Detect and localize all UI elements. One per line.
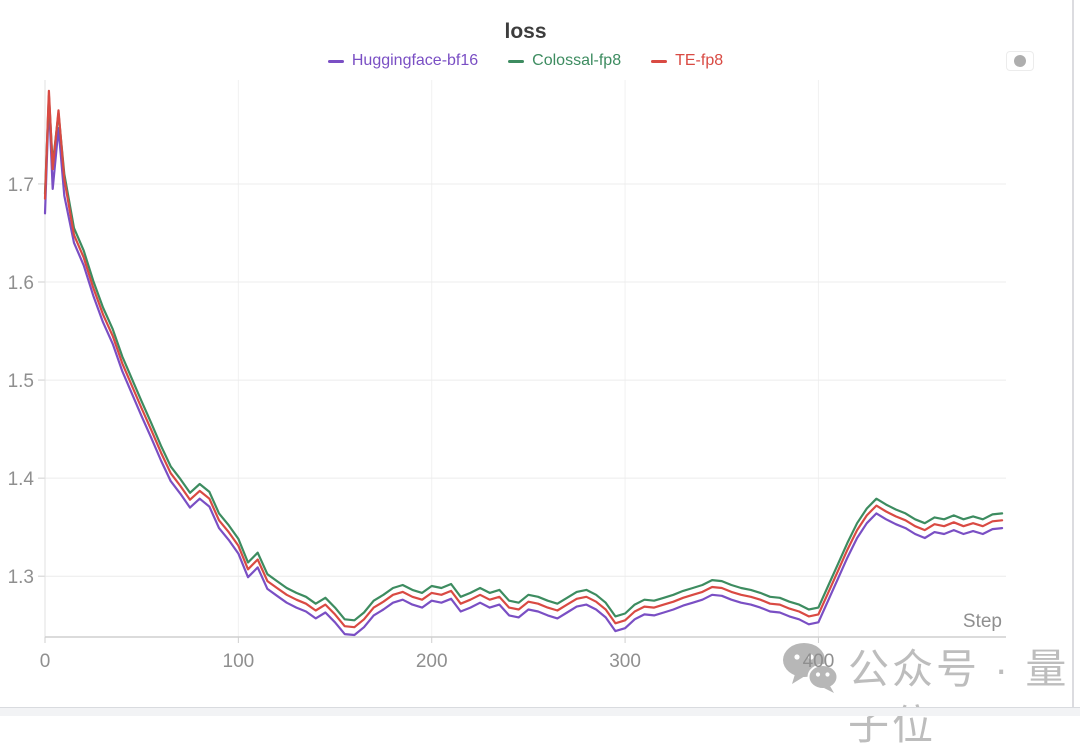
x-tick-label: 300: [609, 651, 641, 672]
y-tick-label: 1.3: [8, 567, 34, 588]
legend-item-Colossal-fp8[interactable]: Colossal-fp8: [508, 51, 621, 71]
legend-item-Huggingface-bf16[interactable]: Huggingface-bf16: [327, 51, 479, 71]
legend-dash-icon: [327, 59, 344, 63]
loss-chart-plot[interactable]: 1.3 1.4 1.5 1.6 1.7 0 100 200 300 400 Step: [0, 0, 1080, 715]
legend-label: TE-fp8: [675, 52, 724, 69]
legend-label: Huggingface-bf16: [351, 52, 479, 69]
bottom-bar: [0, 707, 1080, 716]
panel-options-button[interactable]: [1006, 51, 1034, 71]
x-tick-label: 200: [416, 651, 448, 672]
x-tick-label: 100: [223, 651, 255, 672]
y-tick-label: 1.7: [8, 175, 34, 196]
chart-legend: Huggingface-bf16 Colossal-fp8 TE-fp8: [45, 51, 1006, 71]
x-tick-label: 0: [40, 651, 51, 672]
x-tick-label: 400: [803, 651, 835, 672]
dot-handle-icon: [1014, 55, 1026, 67]
panel-right-border: [1072, 0, 1074, 715]
legend-label: Colossal-fp8: [532, 52, 622, 69]
chart-title: loss: [504, 20, 547, 43]
series-line-TE-fp8: [43, 89, 1004, 629]
y-tick-label: 1.5: [8, 371, 34, 392]
x-axis-title: Step: [963, 611, 1002, 632]
legend-item-TE-fp8[interactable]: TE-fp8: [651, 51, 723, 71]
series-line-Huggingface-bf16: [43, 99, 1004, 637]
series-line-Colossal-fp8: [43, 94, 1004, 622]
legend-dash-icon: [508, 59, 525, 63]
legend-dash-icon: [651, 59, 668, 63]
y-tick-label: 1.6: [8, 273, 34, 294]
y-tick-label: 1.4: [8, 469, 35, 490]
